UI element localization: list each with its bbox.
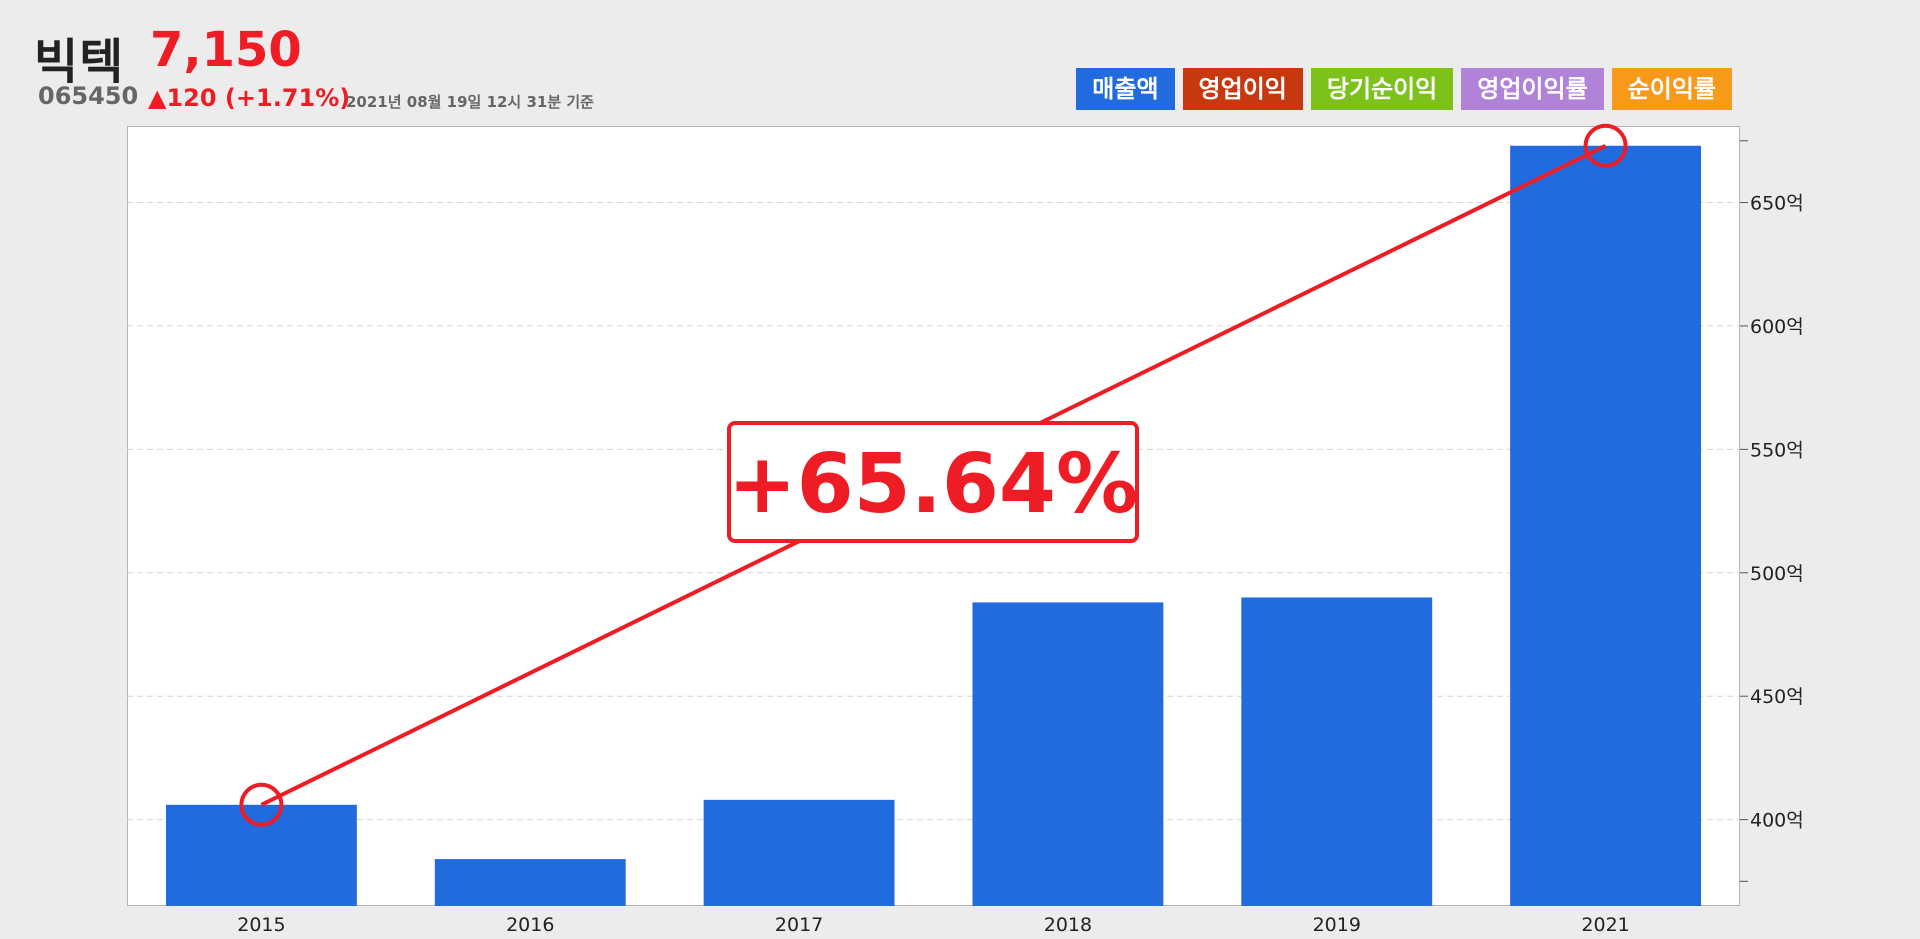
legend-net-income-button[interactable]: 당기순이익 (1310, 68, 1454, 110)
legend-operating-margin-button[interactable]: 영업이익률 (1461, 68, 1604, 110)
x-tick-label: 2017 (775, 914, 823, 936)
bar-2015 (165, 804, 357, 906)
bar-2021 (1510, 145, 1702, 907)
y-tick-label: 650억 (1750, 193, 1804, 215)
y-tick-label: 600억 (1750, 316, 1804, 338)
x-tick-label: 2021 (1581, 914, 1629, 936)
stock-change: ▲120 (+1.71%) (148, 84, 351, 112)
bar-2016 (434, 859, 626, 906)
bar-2017 (703, 799, 895, 906)
legend-net-margin-button[interactable]: 순이익률 (1611, 68, 1732, 110)
stock-code: 065450 (38, 82, 139, 110)
x-tick-label: 2019 (1313, 914, 1361, 936)
growth-label: +65.64% (728, 437, 1138, 532)
bar-2019 (1241, 597, 1433, 906)
bar-2018 (972, 602, 1164, 906)
growth-label-box (727, 421, 1139, 543)
chart-legend: 매출액 영업이익 당기순이익 영업이익률 순이익률 (1076, 68, 1732, 110)
legend-operating-profit-button[interactable]: 영업이익 (1182, 68, 1303, 110)
stock-timestamp: 2021년 08월 19일 12시 31분 기준 (346, 93, 594, 111)
growth-end-marker (1583, 123, 1628, 168)
x-tick-label: 2016 (506, 914, 554, 936)
y-tick-label: 450억 (1750, 686, 1804, 708)
stock-price: 7,150 (150, 22, 302, 78)
y-tick-label: 400억 (1750, 810, 1804, 832)
growth-start-marker (239, 782, 284, 827)
y-tick-label: 500억 (1750, 563, 1804, 585)
legend-revenue-button[interactable]: 매출액 (1076, 68, 1175, 110)
stock-name: 빅텍 (34, 34, 125, 90)
y-tick-label: 550억 (1750, 439, 1804, 461)
x-tick-label: 2015 (237, 914, 285, 936)
x-tick-label: 2018 (1044, 914, 1092, 936)
